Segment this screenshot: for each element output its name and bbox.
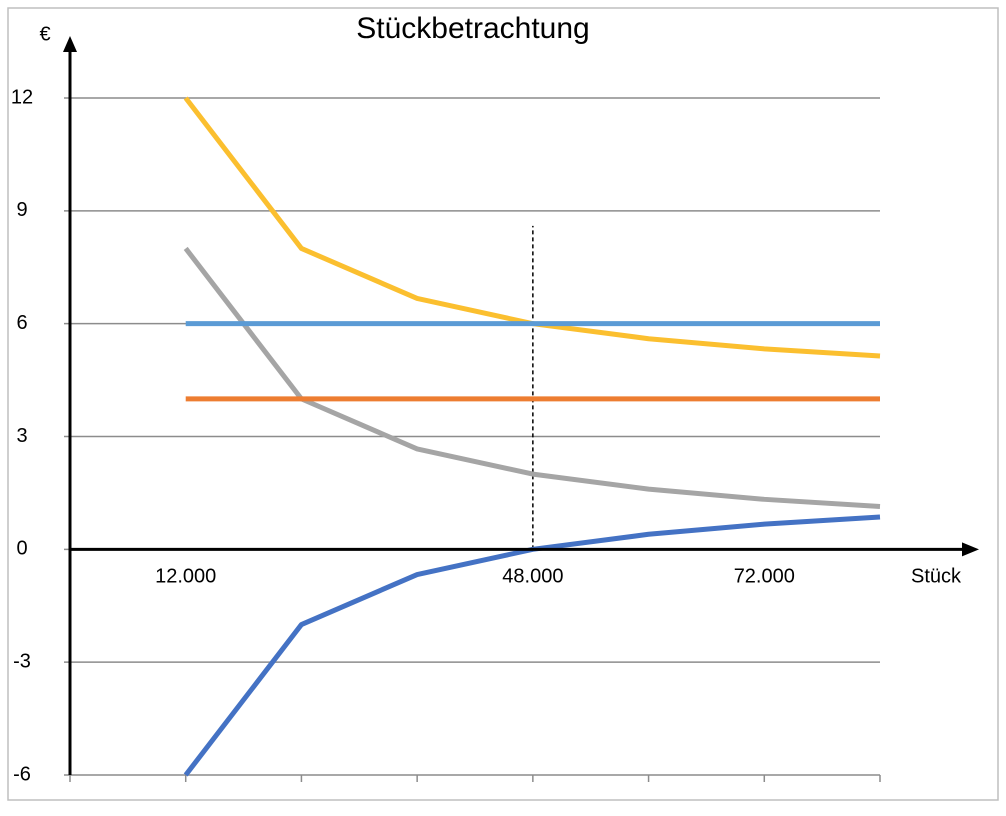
y-tick-label: -3	[13, 650, 31, 672]
y-tick-label: -6	[13, 763, 31, 785]
y-tick-label: 6	[16, 312, 27, 334]
y-tick-label: 3	[16, 425, 27, 447]
y-tick-label: 12	[11, 86, 33, 108]
x-axis-arrow	[962, 542, 979, 557]
chart-title: Stückbetrachtung	[356, 12, 589, 45]
x-tick-label: 48.000	[502, 565, 563, 587]
x-tick-label: 72.000	[734, 565, 795, 587]
y-tick-label: 0	[16, 538, 27, 560]
y-tick-label: 9	[16, 199, 27, 221]
x-axis-label: Stück	[911, 565, 962, 587]
chart-frame	[7, 7, 999, 801]
y-axis-arrow	[63, 36, 77, 52]
x-tick-label: 12.000	[155, 565, 216, 587]
y-axis-label: €	[39, 23, 50, 45]
